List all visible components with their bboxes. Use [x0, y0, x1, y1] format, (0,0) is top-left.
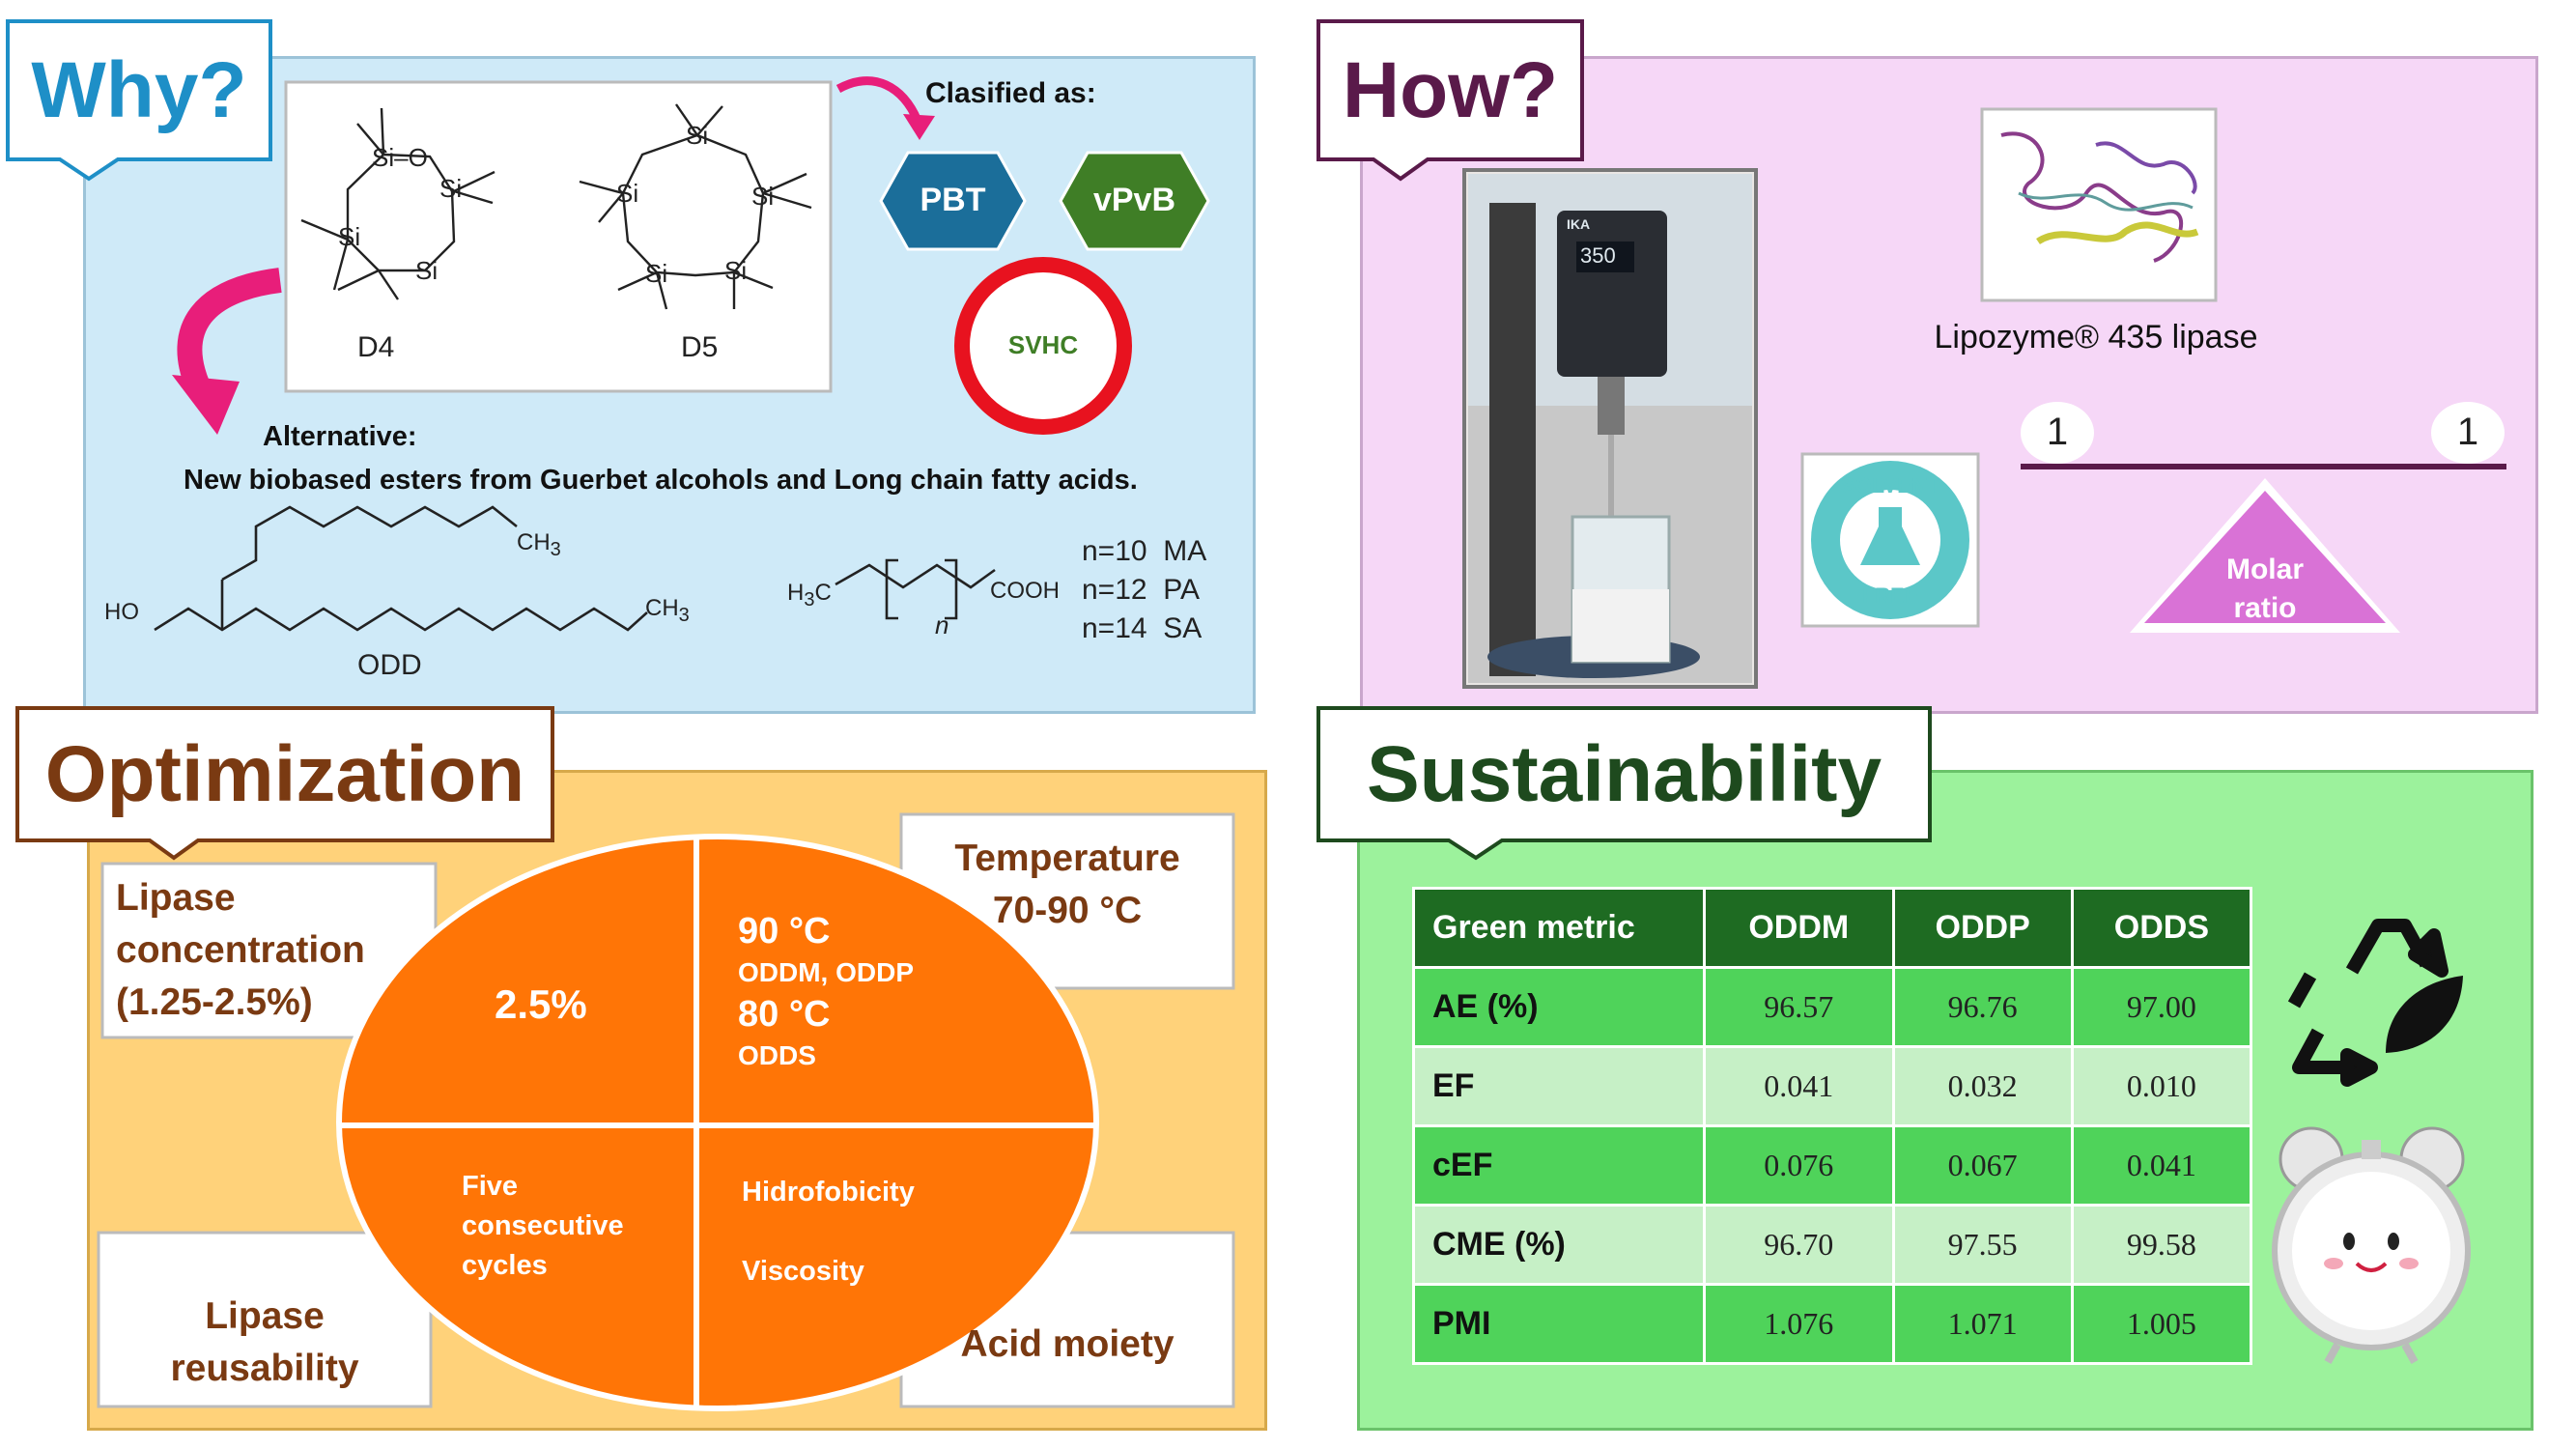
vpvb-hexagon — [1059, 151, 1210, 251]
ratio-left-badge — [2021, 402, 2094, 464]
d5-label: D5 — [681, 331, 719, 363]
why-title-bubble — [6, 19, 272, 182]
solvent-free-top: SOLVENT — [1840, 473, 1940, 497]
pbt-hexagon — [879, 151, 1027, 251]
lipase-label: Lipozyme® 435 lipase — [1934, 319, 2258, 355]
stirrer-brand: IKA — [1567, 216, 1591, 232]
acid-sa: n=14 SA — [1082, 612, 1203, 644]
solvent-free-bottom: FREE — [1861, 583, 1919, 608]
svhc-label: SVHC — [1007, 330, 1079, 359]
fatty-acid-skeleton — [835, 563, 996, 589]
d4-label: D4 — [357, 331, 395, 363]
siloxane-card — [284, 80, 833, 393]
recycle-leaf-icon — [2287, 919, 2449, 1087]
sustainability-title-bubble — [1316, 706, 1932, 861]
how-title-bubble — [1316, 19, 1584, 182]
table-row: PMI 1.076 1.071 1.005 — [1412, 1283, 2253, 1365]
header-odds: ODDS — [2070, 887, 2253, 969]
pie-reuse-values: Five consecutive cycles — [462, 1171, 624, 1281]
acid-moiety-text: Acid moiety — [960, 1323, 1175, 1365]
alternative-arrow — [177, 268, 282, 391]
optimization-title-bubble — [15, 706, 554, 861]
pie-hidrofobicity: Hidrofobicity — [742, 1177, 915, 1208]
pie-lipase-value: 2.5% — [495, 981, 587, 1027]
lipase-reusability-card — [97, 1231, 433, 1408]
alarm-clock-icon — [2272, 1126, 2471, 1364]
solvent-free-badge — [1800, 452, 1980, 628]
ratio-right: 1 — [2456, 411, 2479, 453]
table-row: cEF 0.076 0.067 0.041 — [1412, 1124, 2253, 1207]
ratio-left: 1 — [2046, 411, 2069, 453]
table-header-row: Green metric ODDM ODDP ODDS — [1412, 887, 2253, 969]
acid-list: n=10 MA n=12 PA n=14 SA — [1082, 532, 1206, 648]
acid-ma: n=10 MA — [1082, 535, 1207, 567]
odd-label: ODD — [357, 649, 422, 681]
how-title: How? — [1342, 46, 1559, 134]
optimization-title: Optimization — [44, 729, 525, 818]
pie-viscosity: Viscosity — [742, 1256, 864, 1287]
why-title: Why? — [31, 46, 247, 134]
green-metrics-table: Green metric ODDM ODDP ODDS AE (%) 96.57… — [1412, 887, 2253, 1365]
classified-arrow — [835, 76, 922, 123]
leaf-icon — [2386, 976, 2463, 1053]
temperature-text: Temperature 70-90 °C — [954, 838, 1180, 931]
vpvb-label: vPvB — [1092, 182, 1176, 218]
svhc-ring — [954, 257, 1132, 435]
table-row: AE (%) 96.57 96.76 97.00 — [1412, 966, 2253, 1048]
table-row: EF 0.041 0.032 0.010 — [1412, 1045, 2253, 1127]
header-green-metric: Green metric — [1412, 887, 1706, 969]
ratio-right-badge — [2431, 402, 2505, 464]
acid-pa: n=12 PA — [1082, 574, 1201, 606]
stirrer-display: 350 — [1580, 243, 1616, 268]
table-row: CME (%) 96.70 97.55 99.58 — [1412, 1204, 2253, 1286]
alternative-label: Alternative: — [263, 421, 417, 452]
sustainability-title: Sustainability — [1366, 729, 1882, 818]
header-oddp: ODDP — [1891, 887, 2074, 969]
molar-ratio-triangle — [2144, 491, 2386, 623]
molar-ratio-line2: ratio — [2233, 592, 2297, 624]
stirrer-photo — [1462, 168, 1758, 689]
d4-molecule — [300, 107, 495, 300]
classified-as-label: Clasified as: — [925, 77, 1096, 109]
lipase-reusability-text: Lipase reusability — [170, 1295, 359, 1389]
header-oddm: ODDM — [1703, 887, 1895, 969]
odd-skeleton-upper — [221, 505, 518, 582]
d5-molecule — [579, 103, 812, 310]
lipase-structure-image — [1980, 107, 2218, 302]
pbt-label: PBT — [920, 182, 986, 218]
pie-temperature-values: 90 °C ODDM, ODDP 80 °C ODDS — [738, 911, 914, 1070]
lipase-concentration-text: Lipase concentration (1.25-2.5%) — [116, 877, 365, 1023]
alternative-description: New biobased esters from Guerbet alcohol… — [184, 465, 1138, 496]
odd-skeleton-lower — [154, 607, 648, 632]
molar-ratio-line1: Molar — [2225, 554, 2304, 585]
